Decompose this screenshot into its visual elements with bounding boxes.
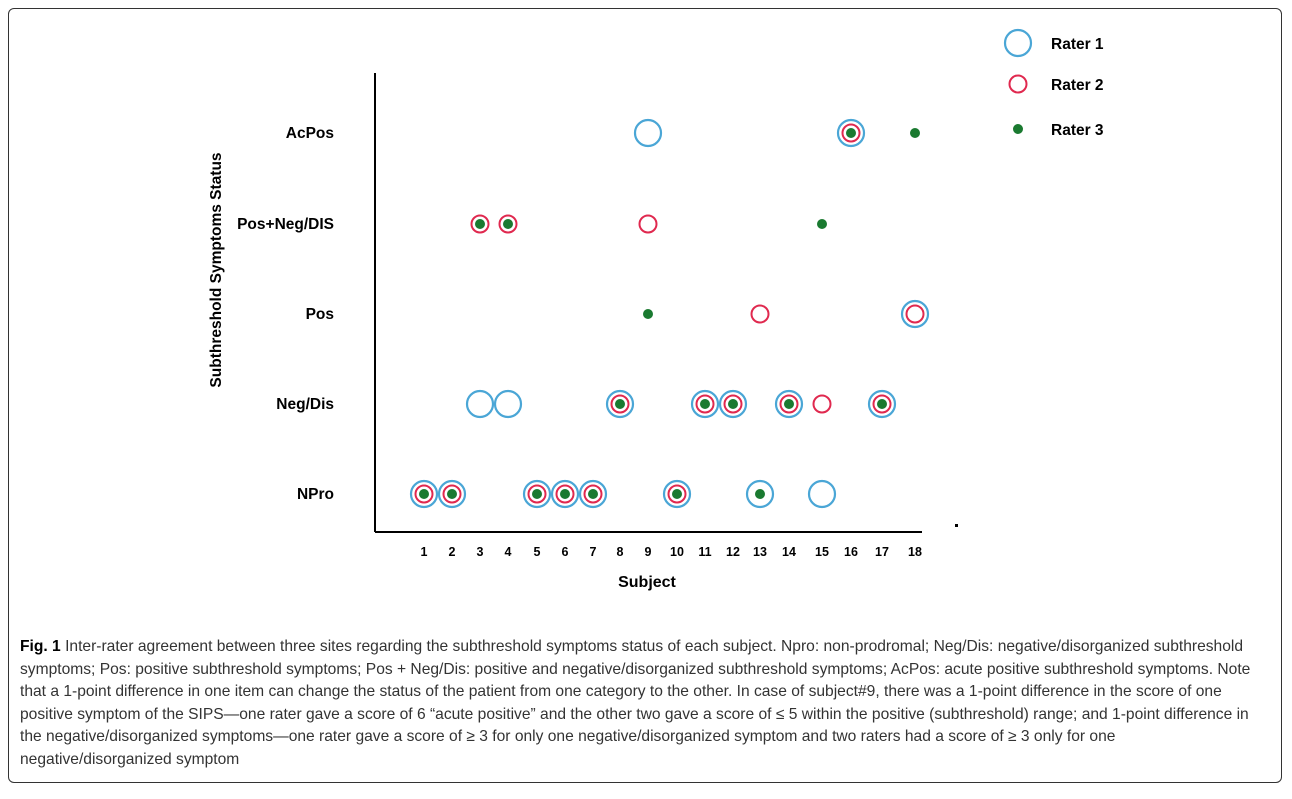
data-point xyxy=(784,399,794,409)
x-tick-label: 13 xyxy=(753,545,767,559)
legend: Rater 1 Rater 2 Rater 3 xyxy=(1003,28,1104,139)
data-point xyxy=(522,479,552,509)
data-point xyxy=(437,479,467,509)
data-point xyxy=(774,389,804,419)
data-point xyxy=(605,389,635,419)
data-point xyxy=(723,394,743,414)
data-point xyxy=(836,118,866,148)
data-point xyxy=(841,123,861,143)
x-tick-label: 2 xyxy=(449,545,456,559)
data-point xyxy=(910,128,920,138)
data-point xyxy=(414,484,434,504)
scatter-chart: Subthreshold Symptoms Status Subject NPr… xyxy=(208,28,1104,591)
data-point xyxy=(672,489,682,499)
y-tick-label: NPro xyxy=(297,486,334,503)
data-point xyxy=(610,394,630,414)
legend-marker xyxy=(1003,28,1033,58)
y-axis-title: Subthreshold Symptoms Status xyxy=(208,152,225,387)
data-point xyxy=(643,309,653,319)
x-tick-label: 11 xyxy=(698,545,711,559)
x-tick-label: 1 xyxy=(421,545,428,559)
data-point xyxy=(560,489,570,499)
legend-label: Rater 1 xyxy=(1051,36,1104,53)
x-tick-labels: 1 2 3 4 5 6 7 8 9 10 11 12 13 14 15 16 17 18 xyxy=(421,545,922,559)
x-tick-label: 18 xyxy=(908,545,922,559)
legend-marker xyxy=(1008,74,1028,94)
data-point xyxy=(409,479,439,509)
data-point xyxy=(755,489,765,499)
data-point xyxy=(867,389,897,419)
x-axis-title: Subject xyxy=(618,574,676,591)
data-point xyxy=(447,489,457,499)
x-tick-label: 4 xyxy=(505,545,512,559)
legend-label: Rater 3 xyxy=(1051,122,1104,139)
data-point xyxy=(817,219,827,229)
data-point xyxy=(442,484,462,504)
x-tick-label: 16 xyxy=(844,545,858,559)
caption-text: Inter-rater agreement between three site… xyxy=(20,638,1251,768)
y-tick-label: Pos xyxy=(306,306,334,323)
legend-marker xyxy=(1013,124,1023,134)
data-point xyxy=(807,479,837,509)
data-point xyxy=(498,214,518,234)
data-point xyxy=(493,389,523,419)
data-point xyxy=(475,219,485,229)
data-point xyxy=(877,399,887,409)
data-point xyxy=(728,399,738,409)
y-tick-label: Pos+Neg/DIS xyxy=(237,216,334,233)
x-tick-label: 6 xyxy=(562,545,569,559)
data-point xyxy=(745,479,775,509)
x-tick-label: 12 xyxy=(726,545,740,559)
data-point xyxy=(419,489,429,499)
data-point xyxy=(555,484,575,504)
data-point xyxy=(615,399,625,409)
caption-label: Fig. 1 xyxy=(20,638,61,655)
data-point xyxy=(700,399,710,409)
figure-frame xyxy=(8,8,1282,783)
data-point xyxy=(470,214,490,234)
series-2 xyxy=(414,123,925,504)
y-tick-label: AcPos xyxy=(286,125,334,142)
data-point xyxy=(667,484,687,504)
legend-label: Rater 2 xyxy=(1051,77,1104,94)
x-tick-label: 8 xyxy=(617,545,624,559)
x-tick-label: 3 xyxy=(477,545,484,559)
series-3 xyxy=(419,128,920,499)
data-marks xyxy=(409,118,930,509)
data-point xyxy=(638,214,658,234)
data-point xyxy=(750,304,770,324)
data-point xyxy=(578,479,608,509)
figure-caption: Fig. 1 Inter-rater agreement between thr… xyxy=(20,636,1270,771)
series-1 xyxy=(409,118,930,509)
data-point xyxy=(550,479,580,509)
x-tick-label: 10 xyxy=(670,545,684,559)
y-tick-label: Neg/Dis xyxy=(276,396,334,413)
x-tick-label: 15 xyxy=(815,545,829,559)
data-point xyxy=(583,484,603,504)
data-point xyxy=(662,479,692,509)
data-point xyxy=(633,118,663,148)
data-point xyxy=(900,299,930,329)
data-point xyxy=(465,389,495,419)
data-point xyxy=(695,394,715,414)
data-point xyxy=(503,219,513,229)
chart-axes xyxy=(374,73,958,533)
x-tick-label: 7 xyxy=(590,545,597,559)
x-tick-label: 14 xyxy=(782,545,796,559)
data-point xyxy=(812,394,832,414)
x-tick-label: 5 xyxy=(534,545,541,559)
data-point xyxy=(718,389,748,419)
y-tick-labels: NPro Neg/Dis Pos Pos+Neg/DIS AcPos xyxy=(237,125,334,503)
data-point xyxy=(532,489,542,499)
data-point xyxy=(905,304,925,324)
data-point xyxy=(690,389,720,419)
data-point xyxy=(872,394,892,414)
x-tick-label: 9 xyxy=(645,545,652,559)
data-point xyxy=(588,489,598,499)
axis-end-dot xyxy=(955,524,958,527)
data-point xyxy=(846,128,856,138)
x-tick-label: 17 xyxy=(875,545,889,559)
data-point xyxy=(527,484,547,504)
data-point xyxy=(779,394,799,414)
